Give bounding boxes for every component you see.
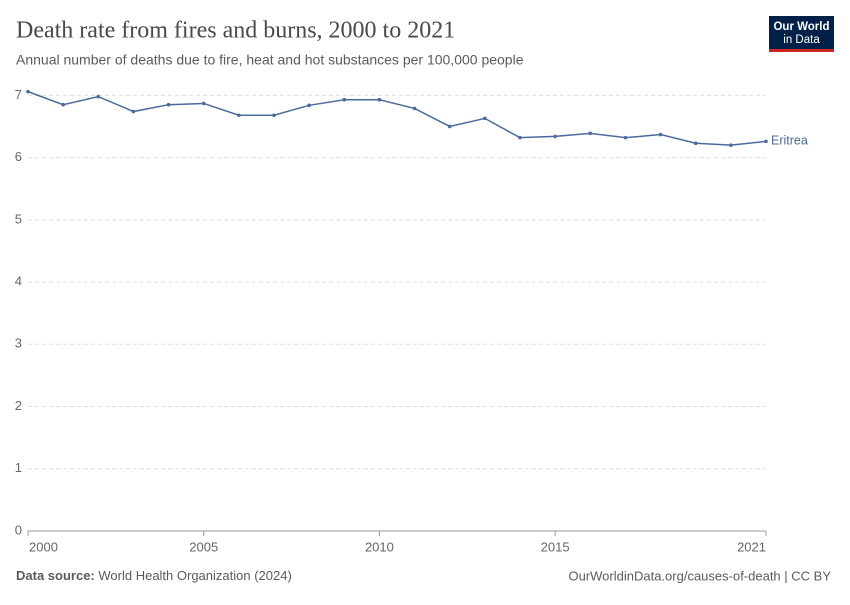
logo[interactable]: Our World in Data bbox=[769, 16, 834, 52]
point bbox=[26, 89, 30, 94]
point bbox=[342, 97, 347, 102]
point bbox=[166, 102, 171, 107]
x-tick-label: 2021 bbox=[737, 539, 766, 554]
point bbox=[377, 97, 382, 102]
logo-text: in Data bbox=[783, 34, 820, 46]
source-text: World Health Organization (2024) bbox=[98, 568, 291, 583]
point bbox=[623, 135, 628, 140]
y-tick-label: 4 bbox=[15, 273, 22, 288]
series-line bbox=[27, 90, 767, 146]
point bbox=[96, 94, 101, 99]
point bbox=[307, 103, 311, 108]
source: Data source: World Health Organization (… bbox=[16, 568, 292, 583]
point bbox=[131, 109, 136, 114]
x-tick-label: 2000 bbox=[29, 539, 58, 554]
point bbox=[272, 113, 276, 118]
point bbox=[518, 135, 522, 140]
point bbox=[588, 131, 593, 136]
x-tick-label: 2010 bbox=[365, 539, 394, 554]
point bbox=[658, 132, 663, 137]
logo-box bbox=[769, 16, 834, 49]
point bbox=[729, 143, 733, 147]
y-tick-label: 6 bbox=[15, 149, 22, 164]
y-tick-label: 2 bbox=[15, 398, 22, 413]
x-tick-label: 2015 bbox=[541, 539, 570, 554]
point bbox=[693, 141, 698, 146]
point bbox=[61, 102, 65, 107]
logo-bar bbox=[769, 49, 834, 52]
point bbox=[447, 124, 452, 129]
point bbox=[764, 139, 768, 144]
y-tick-label: 7 bbox=[15, 87, 22, 102]
y-tick-label: 1 bbox=[15, 460, 22, 475]
point bbox=[483, 116, 487, 121]
source-url[interactable]: OurWorldinData.org/causes-of-death | CC … bbox=[568, 568, 831, 583]
chart-subtitle: Annual number of deaths due to fire, hea… bbox=[16, 52, 524, 68]
point bbox=[237, 113, 241, 118]
point bbox=[553, 134, 557, 139]
y-tick-label: 3 bbox=[15, 336, 22, 351]
chart-title: Death rate from fires and burns, 2000 to… bbox=[16, 18, 455, 44]
point bbox=[201, 101, 206, 106]
point bbox=[412, 106, 417, 111]
y-tick-label: 0 bbox=[15, 522, 22, 537]
source-label: Data source: bbox=[16, 568, 95, 583]
x-tick-label: 2005 bbox=[189, 539, 218, 554]
logo-text: Our World bbox=[773, 21, 829, 33]
series-label: Eritrea bbox=[771, 134, 808, 148]
y-tick-label: 5 bbox=[15, 211, 22, 226]
